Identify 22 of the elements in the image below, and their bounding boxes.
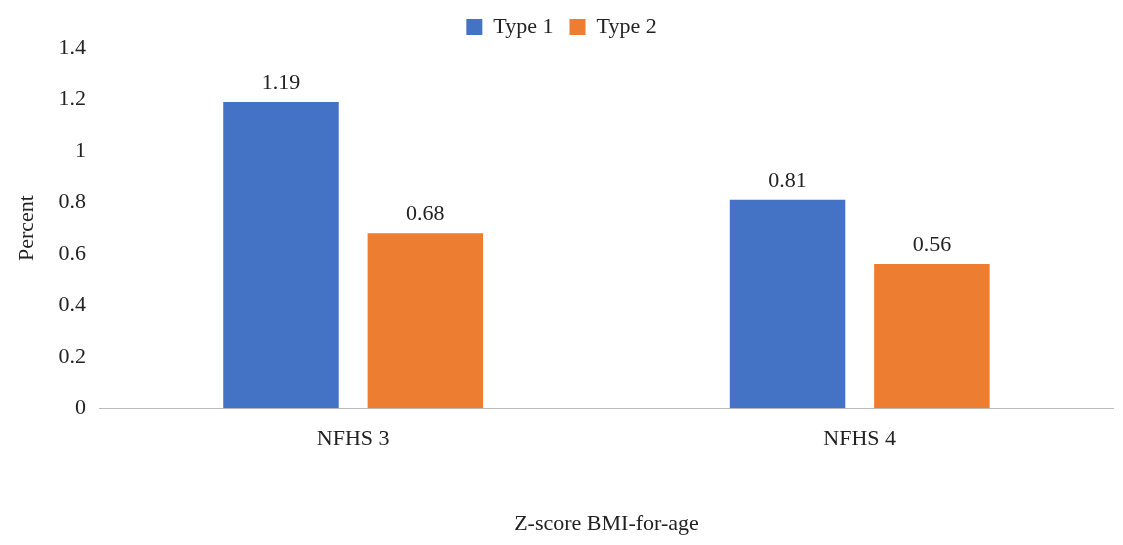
y-tick-label: 0.2 (58, 342, 86, 368)
x-tick-label: NFHS 3 (316, 425, 390, 451)
data-label: 1.19 (261, 68, 301, 94)
y-axis-title: Percent (12, 195, 38, 262)
data-label: 0.68 (406, 200, 445, 226)
bar (223, 102, 339, 409)
bar (367, 233, 484, 409)
y-tick-label: 1.4 (58, 33, 86, 59)
x-axis-title: Z-score BMI-for-age (514, 509, 699, 535)
data-label: 0.56 (912, 230, 952, 256)
y-tick-label: 1.2 (58, 85, 86, 111)
y-tick-label: 1 (74, 136, 86, 162)
y-tick-label: 0.8 (58, 188, 86, 214)
legend-label: Type 1 (493, 12, 554, 38)
x-tick-label: NFHS 4 (823, 425, 897, 451)
bar (729, 199, 846, 409)
y-tick-label: 0.4 (58, 291, 86, 317)
legend-label: Type 2 (596, 12, 657, 38)
y-tick-label: 0.6 (58, 239, 86, 265)
bar (874, 264, 990, 409)
y-tick-label: 0 (74, 393, 86, 419)
data-label: 0.81 (768, 166, 807, 192)
